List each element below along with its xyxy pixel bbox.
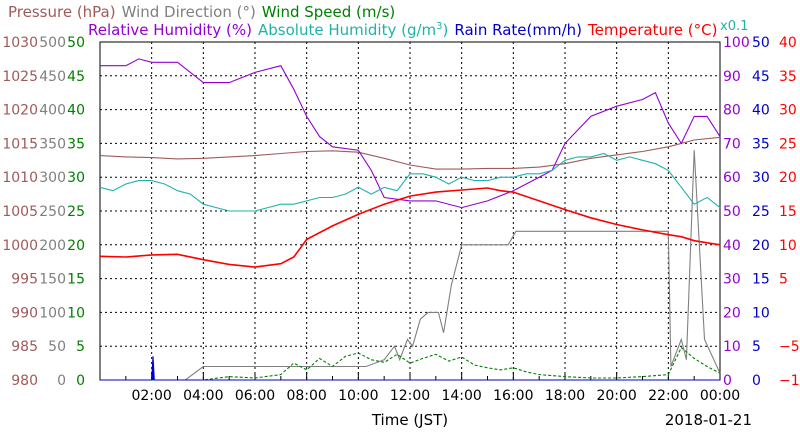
wind-speed-tick-label: 25 xyxy=(67,204,85,220)
series-line-0 xyxy=(99,136,721,170)
legend-title-7: x0.1 xyxy=(720,19,749,34)
x-tick-label: 08:00 xyxy=(286,388,326,404)
humidity-tick-label: 70 xyxy=(723,136,741,152)
series-line-6 xyxy=(99,187,721,268)
x-tick-label: 06:00 xyxy=(235,388,275,404)
temperature-tick-label: 10 xyxy=(779,238,797,254)
humidity-tick-label: 100 xyxy=(723,35,750,51)
series-line-2 xyxy=(100,346,721,381)
wind-speed-tick-label: 30 xyxy=(67,170,85,186)
rain-rate-tick-label: 25 xyxy=(752,204,770,220)
pressure-tick-label: 990 xyxy=(11,305,38,321)
legend-row-2: Relative Humidity (%) Absolute Humidity (… xyxy=(88,19,800,39)
rain-rate-tick-label: 35 xyxy=(752,136,770,152)
date-label: 2018-01-21 xyxy=(665,411,752,429)
wind-direction-tick-label: 400 xyxy=(39,103,66,119)
rain-rate-tick-label: 10 xyxy=(752,305,770,321)
wind-direction-tick-label: 0 xyxy=(57,373,66,389)
rain-rate-tick-label: 30 xyxy=(752,170,770,186)
wind-speed-tick-label: 15 xyxy=(67,272,85,288)
rain-rate-tick-label: 15 xyxy=(752,272,770,288)
legend-title-5: Rain Rate(mm/h) xyxy=(454,21,583,39)
pressure-tick-label: 1005 xyxy=(2,204,38,220)
wind-speed-tick-label: 5 xyxy=(76,339,85,355)
temperature-tick-label: 20 xyxy=(779,170,797,186)
pressure-tick-label: 1010 xyxy=(2,170,38,186)
x-tick-label: 18:00 xyxy=(545,388,585,404)
wind-direction-tick-label: 500 xyxy=(39,35,66,51)
humidity-tick-label: 90 xyxy=(723,69,741,85)
temperature-tick-label: 35 xyxy=(779,69,797,85)
humidity-tick-label: 60 xyxy=(723,170,741,186)
wind-speed-tick-label: 35 xyxy=(67,136,85,152)
humidity-tick-label: 50 xyxy=(723,204,741,220)
pressure-tick-label: 995 xyxy=(11,272,38,288)
x-axis-label: Time (JST) xyxy=(371,411,448,429)
series-line-5 xyxy=(100,356,720,381)
wind-speed-tick-label: 40 xyxy=(67,103,85,119)
wind-direction-tick-label: 200 xyxy=(39,238,66,254)
legend-title-3: Relative Humidity (%) xyxy=(88,21,252,39)
wind-speed-tick-label: 45 xyxy=(67,69,85,85)
pressure-tick-label: 985 xyxy=(11,339,38,355)
pressure-tick-label: 980 xyxy=(11,373,38,389)
wind-direction-tick-label: 350 xyxy=(39,136,66,152)
temperature-tick-label: 5 xyxy=(779,272,788,288)
rain-rate-tick-label: 50 xyxy=(752,35,770,51)
x-tick-label: 04:00 xyxy=(183,388,223,404)
humidity-tick-label: 80 xyxy=(723,103,741,119)
wind-speed-tick-label: 20 xyxy=(67,238,85,254)
series-line-3 xyxy=(100,58,721,209)
humidity-tick-label: 20 xyxy=(723,305,741,321)
wind-speed-tick-label: 50 xyxy=(67,35,85,51)
x-tick-label: 16:00 xyxy=(493,388,533,404)
temperature-tick-label: 40 xyxy=(779,35,797,51)
wind-speed-tick-label: 10 xyxy=(67,305,85,321)
legend-title-0: Pressure (hPa) xyxy=(8,3,116,21)
rain-rate-tick-label: 20 xyxy=(752,238,770,254)
temperature-tick-label: −10 xyxy=(779,373,800,389)
pressure-tick-label: 1015 xyxy=(2,136,38,152)
wind-direction-tick-label: 250 xyxy=(39,204,66,220)
pressure-tick-label: 1000 xyxy=(2,238,38,254)
wind-direction-tick-label: 300 xyxy=(39,170,66,186)
wind-direction-tick-label: 100 xyxy=(39,305,66,321)
pressure-tick-label: 1030 xyxy=(2,35,38,51)
rain-rate-tick-label: 45 xyxy=(752,69,770,85)
temperature-tick-label: 15 xyxy=(779,204,797,220)
pressure-tick-label: 1020 xyxy=(2,103,38,119)
temperature-tick-label: −5 xyxy=(779,339,800,355)
rain-rate-tick-label: 5 xyxy=(752,339,761,355)
legend-title-1: Wind Direction (°) xyxy=(121,3,256,21)
x-tick-label: 12:00 xyxy=(390,388,430,404)
legend-title-2: Wind Speed (m/s) xyxy=(261,3,396,21)
legend-row-1: Pressure (hPa) Wind Direction (°) Wind Spe… xyxy=(8,3,800,21)
legend-title-4: Absolute Humidity (g/m3) xyxy=(258,21,449,39)
wind-direction-tick-label: 450 xyxy=(39,69,66,85)
rain-rate-tick-label: 40 xyxy=(752,103,770,119)
series-line-1 xyxy=(100,150,721,381)
x-tick-label: 10:00 xyxy=(338,388,378,404)
legend-title-6: Temperature (°C) xyxy=(588,21,718,39)
x-tick-label: 02:00 xyxy=(131,388,171,404)
wind-direction-tick-label: 50 xyxy=(48,339,66,355)
x-tick-label: 22:00 xyxy=(648,388,688,404)
humidity-tick-label: 40 xyxy=(723,238,741,254)
x-tick-label: 00:00 xyxy=(700,388,740,404)
rain-rate-tick-label: 0 xyxy=(752,373,761,389)
wind-direction-tick-label: 150 xyxy=(39,272,66,288)
humidity-tick-label: 10 xyxy=(723,339,741,355)
wind-speed-tick-label: 0 xyxy=(76,373,85,389)
temperature-tick-label: 25 xyxy=(779,136,797,152)
humidity-tick-label: 30 xyxy=(723,272,741,288)
x-tick-label: 20:00 xyxy=(596,388,636,404)
humidity-tick-label: 0 xyxy=(723,373,732,389)
series-line-4 xyxy=(99,152,721,212)
x-tick-label: 14:00 xyxy=(441,388,481,404)
pressure-tick-label: 1025 xyxy=(2,69,38,85)
temperature-tick-label: 30 xyxy=(779,103,797,119)
